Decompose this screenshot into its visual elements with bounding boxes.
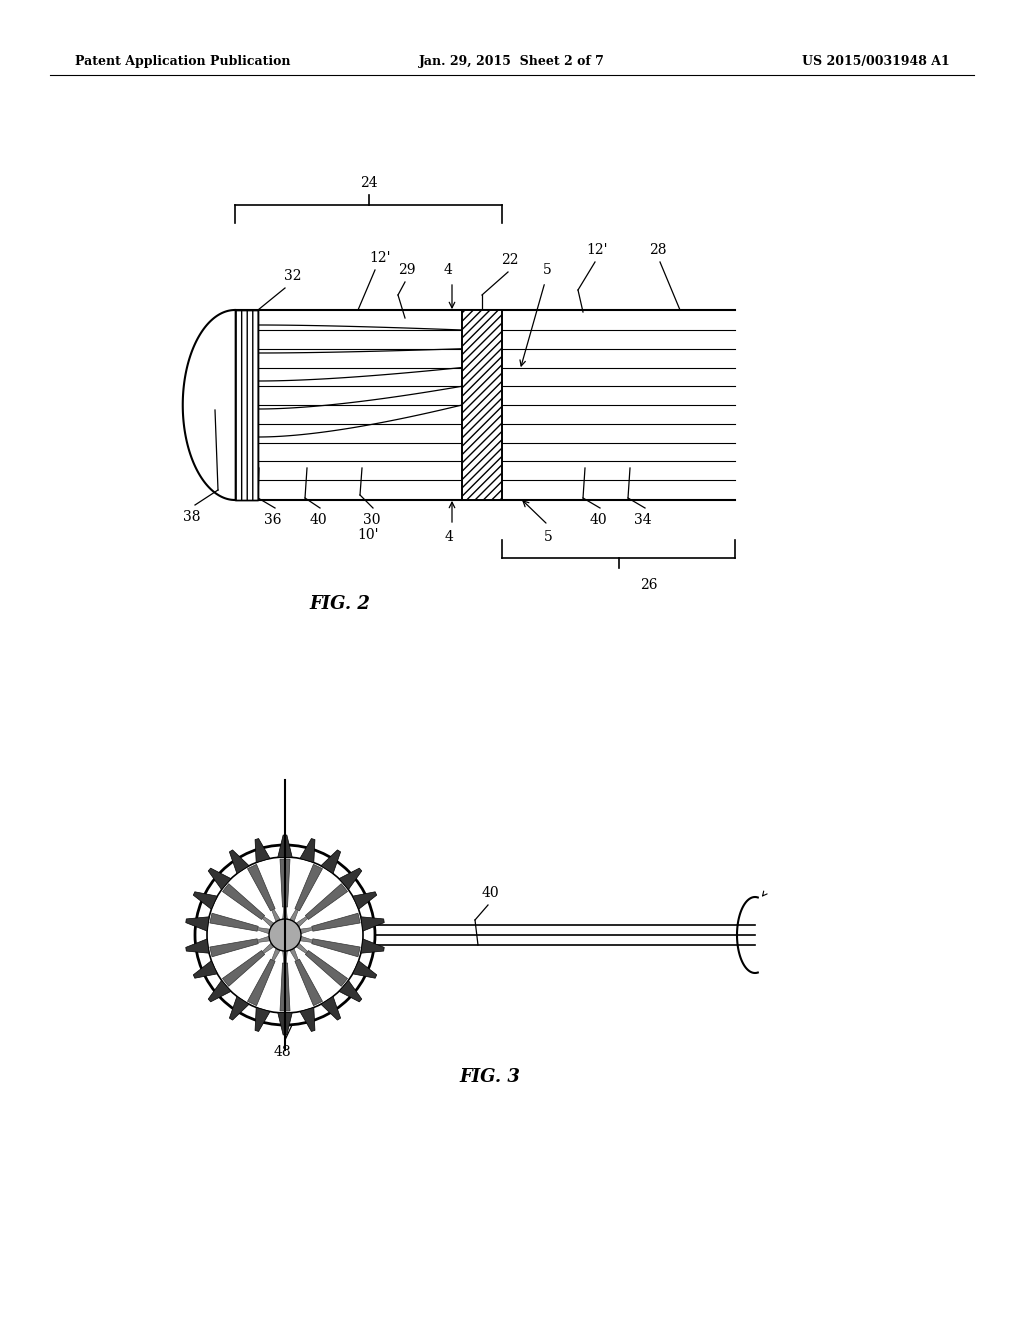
- Polygon shape: [208, 869, 231, 890]
- Polygon shape: [352, 961, 377, 978]
- Polygon shape: [262, 916, 274, 927]
- Text: 48: 48: [273, 1045, 291, 1059]
- Polygon shape: [311, 913, 360, 931]
- Polygon shape: [295, 865, 323, 911]
- Text: 46: 46: [332, 869, 349, 882]
- Polygon shape: [248, 865, 275, 911]
- Polygon shape: [300, 1007, 315, 1031]
- Polygon shape: [210, 939, 258, 957]
- Polygon shape: [229, 850, 249, 874]
- Text: 40: 40: [309, 513, 327, 527]
- Text: 30: 30: [364, 513, 381, 527]
- Text: Patent Application Publication: Patent Application Publication: [75, 55, 291, 69]
- Polygon shape: [305, 950, 347, 986]
- Polygon shape: [360, 939, 384, 953]
- Text: 44: 44: [229, 865, 247, 878]
- Polygon shape: [271, 909, 281, 921]
- Polygon shape: [360, 917, 384, 931]
- Polygon shape: [194, 961, 217, 978]
- Ellipse shape: [207, 857, 362, 1012]
- Polygon shape: [283, 950, 288, 964]
- Polygon shape: [185, 939, 209, 953]
- Polygon shape: [222, 883, 264, 920]
- Bar: [234, 310, 258, 500]
- Text: 5: 5: [544, 531, 552, 544]
- Polygon shape: [280, 859, 290, 907]
- Text: 29: 29: [398, 263, 416, 277]
- Text: 26: 26: [640, 578, 657, 591]
- Polygon shape: [290, 909, 298, 921]
- Polygon shape: [255, 1007, 270, 1031]
- Text: 10': 10': [357, 528, 379, 543]
- Ellipse shape: [269, 919, 301, 950]
- Polygon shape: [311, 939, 360, 957]
- Text: 12': 12': [370, 251, 391, 265]
- Polygon shape: [257, 936, 270, 942]
- Polygon shape: [300, 838, 315, 862]
- Polygon shape: [295, 960, 323, 1006]
- Text: 24: 24: [359, 176, 377, 190]
- Polygon shape: [257, 928, 270, 933]
- Polygon shape: [248, 960, 275, 1006]
- Polygon shape: [280, 964, 290, 1011]
- Text: FIG. 3: FIG. 3: [460, 1068, 520, 1086]
- Text: 34: 34: [634, 513, 652, 527]
- Text: 42: 42: [261, 866, 279, 880]
- Polygon shape: [262, 942, 274, 953]
- Polygon shape: [300, 936, 312, 942]
- Text: 38: 38: [183, 510, 201, 524]
- Polygon shape: [229, 997, 249, 1020]
- Ellipse shape: [195, 845, 375, 1026]
- Polygon shape: [271, 948, 281, 961]
- Text: 28: 28: [649, 243, 667, 257]
- Polygon shape: [278, 836, 292, 857]
- Text: 32: 32: [285, 269, 302, 282]
- Polygon shape: [321, 997, 341, 1020]
- Polygon shape: [208, 981, 231, 1002]
- Bar: [462, 310, 502, 500]
- Polygon shape: [339, 981, 361, 1002]
- Polygon shape: [321, 850, 341, 874]
- Text: 4: 4: [444, 531, 454, 544]
- Text: 12': 12': [587, 243, 608, 257]
- Text: 22: 22: [502, 253, 519, 267]
- Text: 4: 4: [443, 263, 453, 277]
- Polygon shape: [185, 917, 209, 931]
- Text: 40: 40: [589, 513, 607, 527]
- Bar: [462, 310, 502, 500]
- Polygon shape: [222, 950, 264, 986]
- Polygon shape: [210, 913, 258, 931]
- Polygon shape: [300, 928, 312, 933]
- Bar: [234, 310, 258, 500]
- Polygon shape: [283, 907, 288, 919]
- Text: Jan. 29, 2015  Sheet 2 of 7: Jan. 29, 2015 Sheet 2 of 7: [419, 55, 605, 69]
- Polygon shape: [305, 883, 347, 920]
- Text: FIG. 2: FIG. 2: [309, 595, 371, 612]
- Polygon shape: [296, 916, 307, 927]
- Polygon shape: [278, 1012, 292, 1035]
- Polygon shape: [255, 838, 270, 862]
- Polygon shape: [296, 942, 307, 953]
- Polygon shape: [339, 869, 361, 890]
- Text: 36: 36: [264, 513, 282, 527]
- Text: US 2015/0031948 A1: US 2015/0031948 A1: [802, 55, 950, 69]
- Polygon shape: [194, 892, 217, 909]
- Polygon shape: [352, 892, 377, 909]
- Text: 40: 40: [481, 886, 499, 900]
- Polygon shape: [290, 948, 298, 961]
- Text: 5: 5: [543, 263, 551, 277]
